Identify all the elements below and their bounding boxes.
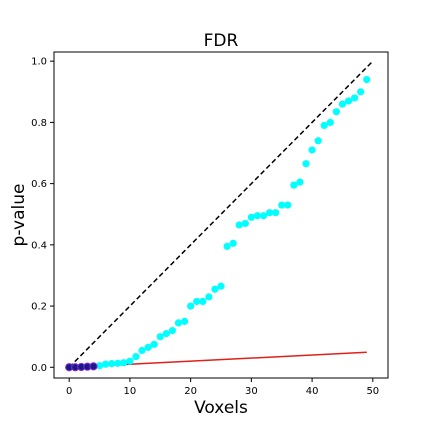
pvalue-point [265,209,274,217]
pvalue-point [351,94,359,102]
pvalue-point [314,137,322,145]
pvalue-point [217,282,225,290]
x-tick-label: 0 [66,386,72,397]
plot-area [65,60,374,372]
x-tick-label: 50 [366,386,379,397]
pvalue-point [284,201,292,209]
pvalue-point [247,213,255,221]
dashed-reference-line [68,60,374,368]
pvalue-point [144,343,152,351]
pvalue-point [326,118,334,127]
pvalue-point [308,146,316,154]
pvalue-point [253,212,262,220]
pvalue-point [156,333,164,341]
axes-frame [53,51,389,379]
y-tick-label: 0.8 [31,118,47,129]
x-tick-label: 20 [184,386,197,397]
pvalue-point [229,239,237,247]
axis-ticks: 0 10 20 30 40 50 0.0 0.2 0.4 0.6 0.8 1.0 [31,57,379,397]
pvalue-point [114,359,122,367]
pvalue-point [235,221,243,229]
pvalue-point [211,285,219,293]
pvalue-point [296,178,304,186]
pvalue-point [120,359,128,367]
pvalue-point [338,100,347,108]
pvalue-point [193,297,201,306]
pvalue-point [108,360,116,368]
pvalue-point [278,201,286,209]
pvalue-point [168,326,177,335]
pvalue-point [95,362,104,370]
pvalue-point [205,293,213,301]
y-tick-label: 0.4 [31,240,47,251]
y-axis-label: p-value [9,184,29,247]
x-tick-label: 40 [306,386,319,397]
pvalue-point [272,209,280,217]
pvalue-point [126,357,134,365]
pvalue-point [320,121,328,130]
pvalue-point [199,297,207,306]
pvalue-point [138,346,146,355]
x-axis-label: Voxels [194,398,248,418]
pvalue-point [102,360,110,368]
significant-point [89,362,98,371]
pvalue-point [290,181,298,189]
x-tick-label: 30 [245,386,258,397]
pvalue-point [363,75,371,84]
x-tick-label: 10 [124,386,137,397]
pvalue-point [180,317,189,325]
pvalue-point [344,97,353,105]
pvalue-point [150,340,158,348]
pvalue-point [187,302,195,310]
pvalue-point [174,319,183,327]
pvalue-point [241,219,249,228]
pvalue-point [302,160,310,168]
pvalue-point [332,108,340,116]
pvalue-point [162,330,170,338]
y-tick-label: 0.2 [31,302,47,313]
y-tick-label: 0.0 [31,363,47,374]
pvalue-point [357,88,365,96]
chart-title: FDR [204,31,239,51]
y-tick-label: 0.6 [31,179,47,190]
pvalue-point [132,352,140,361]
pvalue-point [223,242,231,250]
y-tick-label: 1.0 [31,57,47,68]
pvalue-point [259,212,268,220]
